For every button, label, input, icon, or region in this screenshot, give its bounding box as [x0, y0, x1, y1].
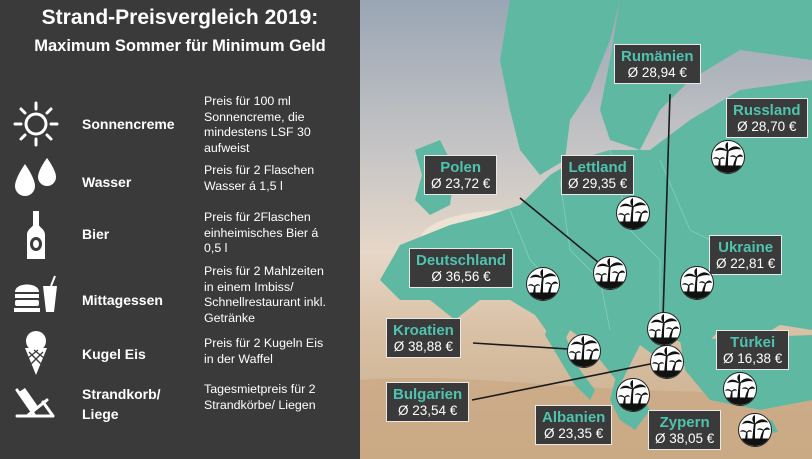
category-description: Preis für 2 Mahlzeiten in einem Imbiss/Sc… [204, 264, 326, 325]
category-name: Sonnencreme [82, 116, 175, 132]
category-name: Kugel Eis [82, 346, 146, 362]
palm-tree-icon [526, 267, 560, 301]
left-panel: Strand-Preisvergleich 2019: Maximum Somm… [0, 0, 360, 459]
country-label-bulgarien: Bulgarien Ø 23,54 € [386, 382, 470, 422]
category-description: Tagesmietpreis für 2 Strandkörbe/ Liegen [204, 382, 316, 412]
category-sonnencreme: Sonnencreme Preis für 100 ml Sonnencreme,… [0, 94, 360, 156]
country-label-russland: Russland Ø 28,70 € [726, 98, 808, 138]
palm-tree-icon [680, 266, 714, 300]
country-label-polen: Polen Ø 23,72 € [424, 155, 498, 195]
category-wasser: Wasser Preis für 2 Flaschen Wasser á 1,5 … [0, 158, 360, 204]
category-description: Preis für 2 Kugeln Eis in der Waffel [204, 336, 324, 366]
country-label-rumaenien: Rumänien Ø 28,94 € [614, 44, 701, 84]
category-name: Mittagessen [82, 292, 163, 308]
beach-chair-icon [12, 384, 60, 424]
beer-bottle-icon [12, 210, 60, 262]
palm-tree-icon [616, 378, 650, 412]
category-name: Bier [82, 226, 110, 242]
category-mittagessen: Mittagessen Preis für 2 Mahlzeiten in ein… [0, 264, 360, 328]
palm-tree-icon [650, 345, 684, 379]
category-strandkorb: Strandkorb/ Liege Tagesmietpreis für 2 St… [0, 382, 360, 430]
ice-cream-icon [12, 328, 60, 378]
country-label-deutschland: Deutschland Ø 36,56 € [409, 248, 514, 288]
connector-line-bulgarien [471, 361, 661, 401]
palm-tree-icon [711, 140, 745, 174]
country-label-lettland: Lettland Ø 29,35 € [561, 155, 635, 195]
connector-line-rumaenien [662, 93, 671, 319]
country-label-kroatien: Kroatien Ø 38,88 € [386, 318, 461, 358]
connector-line-kroatien [472, 342, 585, 351]
fast-food-icon [12, 272, 60, 316]
category-name: Wasser [82, 174, 132, 190]
category-bier: Bier Preis für 2Flaschen einheimisches Bi… [0, 208, 360, 264]
country-label-ukraine: Ukraine Ø 22,81 € [709, 235, 783, 275]
water-drops-icon [12, 154, 60, 204]
palm-tree-icon [647, 312, 681, 346]
palm-tree-icon [738, 413, 772, 447]
country-label-zypern: Zypern Ø 38,05 € [648, 410, 722, 450]
palm-tree-icon [593, 256, 627, 290]
sun-icon [12, 98, 60, 150]
category-description: Preis für 2 Flaschen Wasser á 1,5 l [204, 163, 315, 193]
palm-tree-icon [567, 334, 601, 368]
category-kugel-eis: Kugel Eis Preis für 2 Kugeln Eis in der W… [0, 331, 360, 380]
country-label-tuerkei: Türkei Ø 16,38 € [716, 330, 790, 370]
category-name: Strandkorb/ Liege [82, 386, 161, 422]
page-title: Strand-Preisvergleich 2019: [41, 6, 319, 29]
page-subtitle: Maximum Sommer für Minimum Geld [34, 37, 326, 55]
palm-tree-icon [616, 196, 650, 230]
connector-line-polen [519, 197, 611, 273]
palm-tree-icon [723, 372, 757, 406]
europe-map: Rumänien Ø 28,94 € Russland Ø 28,70 € Pole… [360, 0, 812, 459]
country-label-albanien: Albanien Ø 23,35 € [535, 405, 613, 445]
category-description: Preis für 100 ml Sonnencreme, die mindeste… [204, 94, 311, 155]
